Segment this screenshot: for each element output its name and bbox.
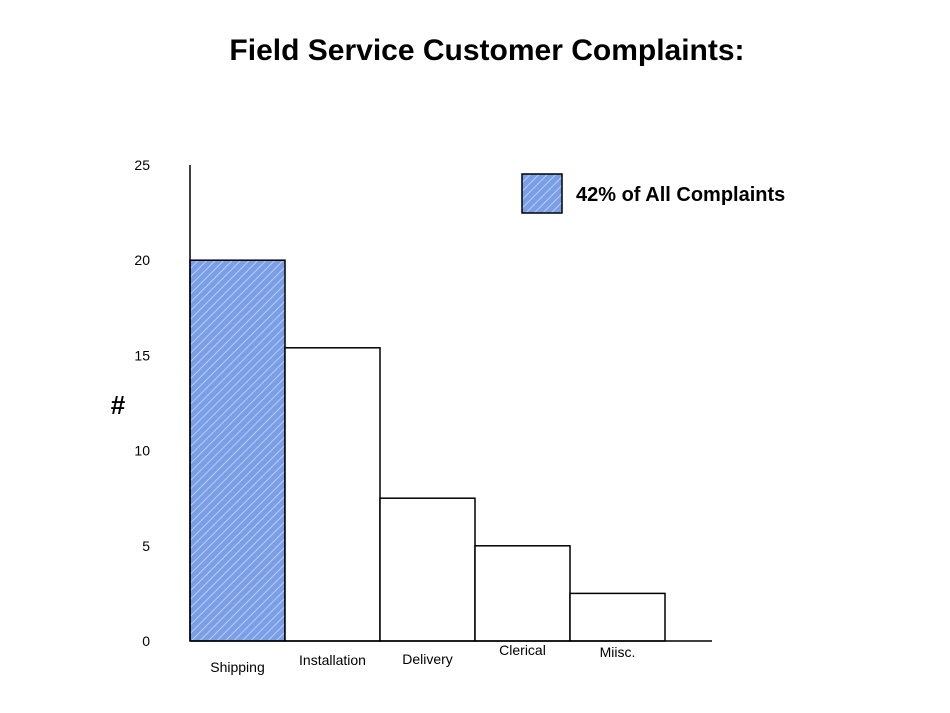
x-tick-label: Delivery: [402, 651, 453, 667]
bar-installation: [284, 347, 381, 642]
x-axis-labels: Shipping Installation Delivery Clerical Miis…: [210, 642, 635, 675]
chart-title: Field Service Customer Complaints:: [229, 34, 744, 67]
legend-swatch: [521, 173, 563, 214]
legend: 42% of All Complaints: [521, 173, 785, 214]
bar-clerical: [474, 545, 571, 642]
y-axis-label: #: [111, 390, 126, 420]
bar-shipping: [189, 259, 286, 642]
x-tick-label: Miisc.: [600, 644, 636, 660]
bar-miisc-: [569, 592, 666, 642]
y-tick-label: 10: [134, 443, 150, 459]
x-tick-label: Shipping: [210, 659, 265, 675]
y-tick-label: 0: [142, 633, 150, 649]
x-tick-label: Installation: [299, 652, 366, 668]
bars: [189, 259, 666, 642]
bar-delivery: [379, 497, 476, 642]
y-axis-ticks: 0 5 10 15 20 25: [134, 157, 150, 649]
legend-label: 42% of All Complaints: [576, 184, 785, 206]
y-tick-label: 25: [134, 157, 150, 173]
y-tick-label: 15: [134, 347, 150, 363]
y-tick-label: 20: [134, 252, 150, 268]
y-tick-label: 5: [142, 538, 150, 554]
x-tick-label: Clerical: [499, 642, 546, 658]
